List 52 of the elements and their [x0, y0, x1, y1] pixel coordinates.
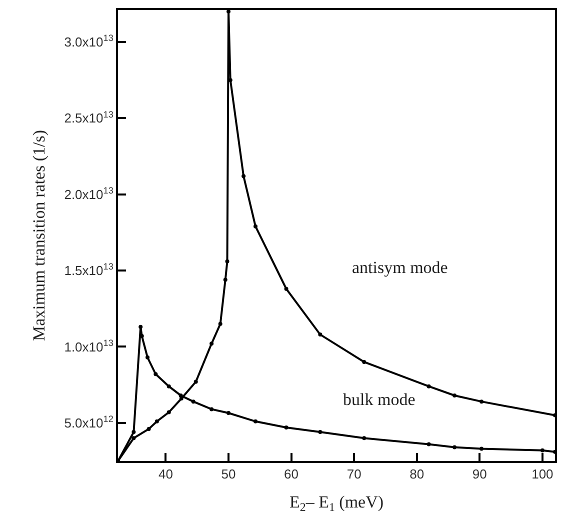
- point: [132, 436, 136, 440]
- point: [284, 425, 288, 430]
- point: [225, 259, 230, 264]
- y-tick-label: 3.0x10$^{13}$: [64, 33, 114, 50]
- point: [166, 384, 171, 388]
- annotation: bulk mode: [343, 390, 416, 409]
- point: [223, 278, 228, 282]
- point: [218, 322, 222, 326]
- point: [166, 410, 171, 414]
- point: [452, 445, 457, 450]
- point: [210, 407, 214, 412]
- point: [194, 380, 198, 384]
- point: [138, 324, 143, 329]
- point: [284, 286, 288, 291]
- point: [480, 446, 484, 451]
- point: [426, 442, 431, 446]
- point: [226, 411, 231, 416]
- x-tick-label: 70: [346, 466, 362, 482]
- point: [318, 332, 322, 337]
- point: [154, 372, 158, 376]
- y-tick-label: 2.0x10$^{13}$: [64, 185, 114, 202]
- point: [318, 430, 322, 434]
- point: [146, 355, 150, 360]
- annotation: antisym mode: [352, 258, 448, 277]
- point: [179, 396, 184, 401]
- point: [452, 393, 457, 398]
- point: [210, 342, 214, 346]
- y-tick-label: 5.0x10$^{12}$: [64, 414, 114, 430]
- point: [480, 400, 484, 404]
- point: [254, 419, 258, 424]
- point: [132, 430, 136, 434]
- point: [362, 436, 366, 440]
- x-tick-label: 60: [284, 466, 299, 482]
- y-tick-label: 1.5x10$^{13}$: [64, 262, 114, 278]
- x-axis-title: E$_{2}$– E$_{1}$ (meV): [289, 492, 384, 514]
- point: [540, 448, 544, 452]
- point: [362, 360, 366, 364]
- y-tick-label: 2.5x10$^{13}$: [64, 109, 114, 126]
- x-tick-label: 80: [410, 466, 424, 482]
- x-tick-label: 50: [221, 466, 236, 482]
- point: [191, 400, 196, 404]
- point: [154, 419, 159, 424]
- point: [254, 224, 258, 228]
- y-axis-title: Maximum transition rates (1/s): [29, 130, 48, 342]
- x-tick-label: 90: [472, 466, 487, 482]
- x-tick-label: 100: [532, 466, 554, 482]
- point: [146, 427, 151, 431]
- point: [226, 10, 231, 14]
- point: [426, 384, 431, 388]
- point: [242, 174, 246, 178]
- x-tick-label: 40: [158, 466, 173, 482]
- y-tick-label: 1.0x10$^{13}$: [64, 338, 114, 354]
